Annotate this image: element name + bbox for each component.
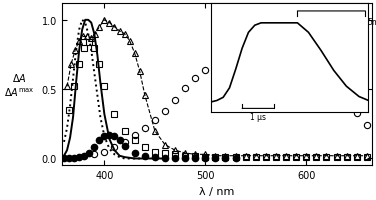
X-axis label: λ / nm: λ / nm — [199, 186, 235, 196]
Text: 5ms: 5ms — [367, 18, 376, 27]
Y-axis label: $\Delta A$
$\Delta A^{\rm max}$: $\Delta A$ $\Delta A^{\rm max}$ — [4, 72, 35, 98]
Text: 1 μs: 1 μs — [250, 113, 266, 122]
